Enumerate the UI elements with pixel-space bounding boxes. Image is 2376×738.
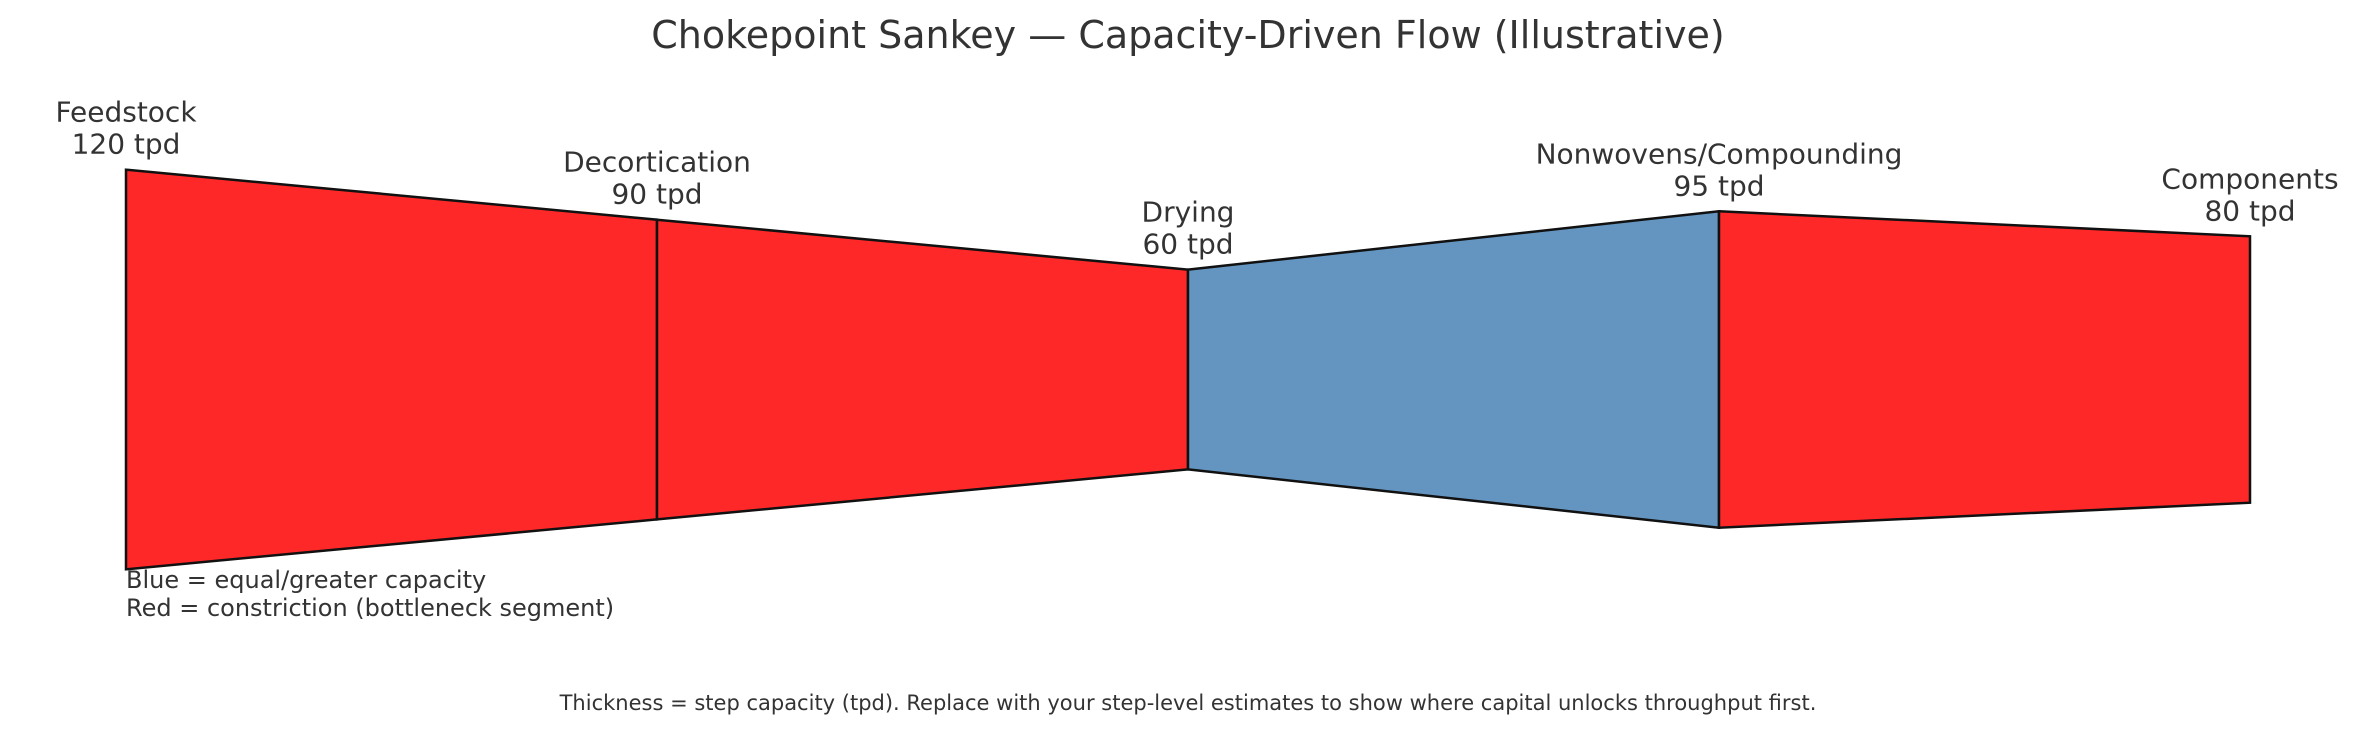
flow-link-4 (1717, 209, 2252, 530)
stage-capacity-label: 60 tpd (1142, 228, 1233, 261)
stage-name-label: Nonwovens/Compounding (1536, 137, 1903, 170)
chart-title: Chokepoint Sankey — Capacity-Driven Flow… (651, 13, 1724, 57)
stage-capacity-label: 80 tpd (2204, 194, 2295, 227)
legend: Blue = equal/greater capacity Red = cons… (126, 566, 614, 622)
stage-capacity-label: 95 tpd (1673, 169, 1764, 202)
flow-link-1 (124, 168, 659, 571)
flow-link-2 (655, 218, 1190, 521)
chart-caption: Thickness = step capacity (tpd). Replace… (559, 691, 1817, 715)
stage-name-label: Components (2161, 162, 2338, 195)
stage-name-label: Decortication (563, 146, 751, 179)
stage-capacity-label: 120 tpd (72, 128, 181, 161)
legend-line-blue: Blue = equal/greater capacity (126, 566, 486, 594)
flow-links (124, 168, 2252, 571)
stage-capacity-label: 90 tpd (611, 178, 702, 211)
stage-name-label: Drying (1142, 196, 1235, 229)
legend-line-red: Red = constriction (bottleneck segment) (126, 594, 614, 622)
stage-name-label: Feedstock (55, 96, 197, 129)
flow-link-3 (1186, 209, 1721, 530)
